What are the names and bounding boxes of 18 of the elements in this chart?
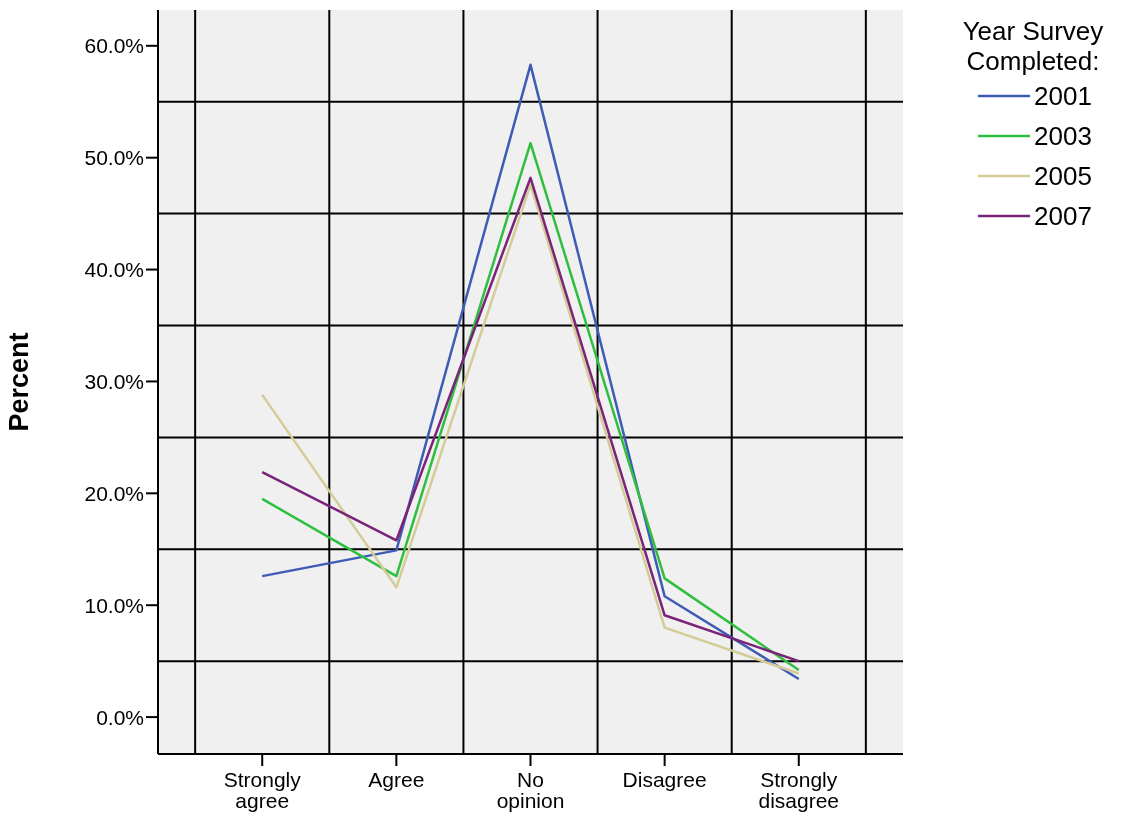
legend-label: 2003 — [1034, 120, 1092, 152]
y-axis-title: Percent — [3, 332, 34, 432]
legend-label: 2001 — [1034, 80, 1092, 112]
x-tick-label: Disagree — [622, 767, 707, 791]
x-tick-label: Strongly disagree — [758, 767, 840, 812]
y-tick-label: 30.0% — [84, 369, 144, 393]
y-tick-label: 10.0% — [84, 593, 144, 617]
legend-label: 2005 — [1034, 160, 1092, 192]
legend-title: Year Survey Completed: — [961, 16, 1105, 76]
x-tick-label: Strongly agree — [223, 767, 302, 812]
y-tick-label: 40.0% — [84, 258, 144, 282]
x-tick-label: No opinion — [496, 767, 565, 812]
y-tick-label: 50.0% — [84, 146, 144, 170]
y-tick-label: 60.0% — [84, 34, 144, 58]
y-tick-label: 20.0% — [84, 481, 144, 505]
x-tick-label: Agree — [368, 767, 425, 791]
y-tick-label: 0.0% — [96, 705, 144, 729]
legend-label: 2007 — [1034, 200, 1092, 232]
